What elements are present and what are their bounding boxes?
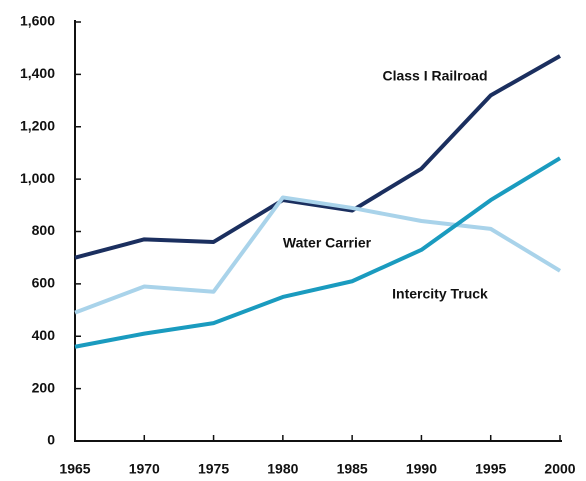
x-tick-label: 1980 <box>267 461 298 477</box>
x-tick-label: 1970 <box>129 461 160 477</box>
y-tick-label: 600 <box>32 275 56 291</box>
series-line <box>74 156 562 349</box>
series-line <box>74 195 562 315</box>
x-tick-label: 2000 <box>544 461 575 477</box>
y-tick-label: 800 <box>32 222 56 238</box>
series-line <box>74 54 561 260</box>
series-label: Intercity Truck <box>392 286 488 302</box>
y-tick-label: 400 <box>32 327 56 343</box>
y-tick-label: 1,200 <box>20 117 55 133</box>
x-tick-label: 1975 <box>198 461 229 477</box>
x-tick-label: 1985 <box>337 461 368 477</box>
y-tick-label: 1,400 <box>20 65 55 81</box>
series-label: Water Carrier <box>283 235 372 251</box>
y-tick-label: 200 <box>32 379 56 395</box>
series-label: Class I Railroad <box>382 68 487 84</box>
x-tick-label: 1965 <box>59 461 90 477</box>
y-tick-label: 1,000 <box>20 170 55 186</box>
x-tick-label: 1990 <box>406 461 437 477</box>
y-tick-label: 0 <box>47 432 55 448</box>
x-tick-label: 1995 <box>475 461 506 477</box>
y-tick-label: 1,600 <box>20 13 55 29</box>
